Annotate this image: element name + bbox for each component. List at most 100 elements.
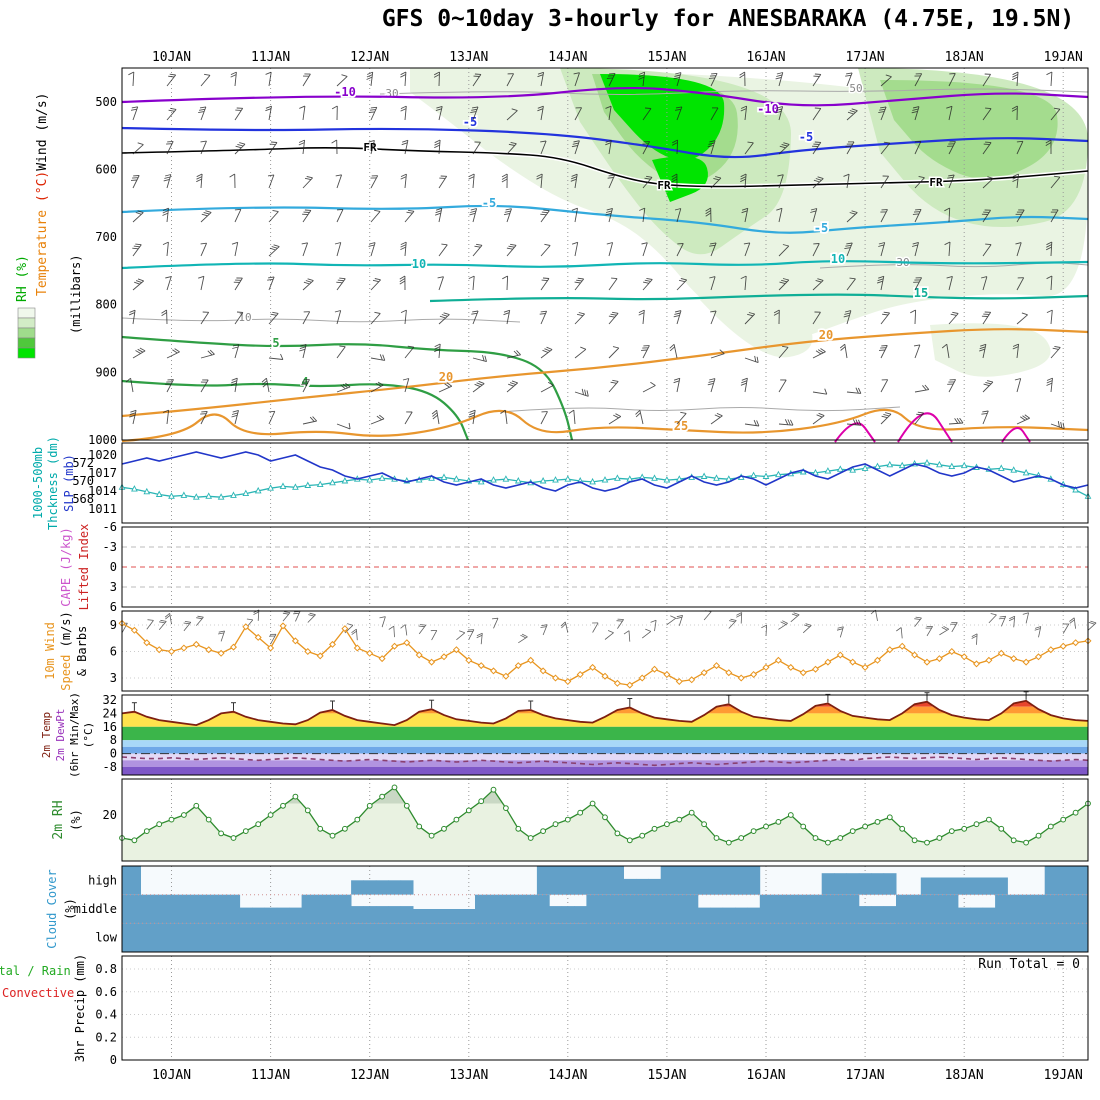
barb-tick <box>741 377 748 381</box>
day-label-bottom: 13JAN <box>449 1068 488 1083</box>
barb <box>608 381 619 393</box>
barb-tick <box>400 244 407 248</box>
barb-tick <box>400 74 407 78</box>
barb <box>200 75 211 87</box>
cloud-bar <box>549 866 563 895</box>
barb <box>592 622 599 633</box>
barb-tick <box>605 210 613 213</box>
wind-marker <box>836 651 844 659</box>
barb-tick <box>331 139 337 144</box>
barb <box>257 609 260 621</box>
thickness-marker <box>304 481 312 488</box>
wind-marker <box>452 646 460 654</box>
barb-tick <box>847 111 854 115</box>
cloud-bar <box>363 923 377 952</box>
barb-tick <box>836 628 843 631</box>
barb-tick <box>474 245 481 248</box>
cloud-bar <box>858 923 872 952</box>
barb-tick <box>434 346 441 350</box>
temp-contour-label: -10 <box>334 85 356 99</box>
thickness-marker <box>292 483 299 490</box>
barb-tick <box>342 383 348 389</box>
wind-marker <box>638 674 646 682</box>
barb <box>132 71 135 87</box>
barb-tick <box>820 348 826 353</box>
barb-tick <box>399 280 406 285</box>
rh-marker <box>775 819 782 825</box>
barb-tick <box>441 314 448 317</box>
wind-marker <box>229 643 238 651</box>
cloud-bar <box>920 877 934 895</box>
cloud-bar <box>1007 923 1021 952</box>
barb-tick <box>644 107 652 109</box>
barb <box>370 242 376 257</box>
barb-tick <box>676 616 683 619</box>
temp-contour <box>121 86 1089 107</box>
cloud-bar <box>586 866 600 895</box>
barb-tick <box>740 178 746 183</box>
barb-tick <box>571 176 577 180</box>
wind-marker <box>985 656 993 664</box>
rh-marker <box>948 828 955 834</box>
wind-marker <box>328 640 337 648</box>
cloud-bar <box>363 880 377 895</box>
day-label-top: 17JAN <box>846 50 885 65</box>
cloud-bar <box>214 894 228 924</box>
barb-tick <box>671 142 678 146</box>
barb-tick <box>843 173 850 177</box>
barb <box>976 633 978 645</box>
barb <box>268 211 279 223</box>
barb-tick <box>1046 244 1052 248</box>
barb-tick <box>547 381 554 386</box>
barb-tick <box>1060 421 1063 428</box>
cloud-bar <box>1032 923 1046 952</box>
cloud-bar <box>375 923 389 952</box>
barb <box>875 610 878 621</box>
barb-tick <box>916 413 923 416</box>
barb-tick <box>198 275 205 279</box>
barb <box>169 613 172 625</box>
barb <box>744 142 754 155</box>
barb-tick <box>510 141 517 145</box>
barb <box>166 242 169 257</box>
wind-barbs-group <box>125 71 1065 430</box>
barb <box>336 76 348 87</box>
ylabel-cape: CAPE (J/kg) <box>59 527 73 606</box>
cloud-bar <box>413 923 426 952</box>
barb <box>200 411 208 425</box>
day-label-bottom: 19JAN <box>1044 1068 1083 1083</box>
cloud-bar <box>351 880 364 895</box>
barb <box>166 276 172 291</box>
barb-tick <box>941 627 948 631</box>
barb-tick <box>272 209 279 213</box>
barb-tick <box>999 615 1006 618</box>
rh-marker <box>168 816 175 823</box>
barb <box>574 313 585 325</box>
rh-area <box>122 787 1088 861</box>
rh-marker <box>255 821 262 828</box>
barb-tick <box>739 74 745 79</box>
cloud-bar <box>1069 894 1083 924</box>
barb-tick <box>231 377 238 381</box>
tick-precip: 0 <box>110 1053 117 1067</box>
cloud-bar <box>673 894 686 924</box>
barb-tick <box>501 176 508 180</box>
cloud-bar <box>636 923 649 952</box>
barb-tick <box>336 208 344 211</box>
barb-tick <box>198 111 205 114</box>
cloud-bar <box>945 923 959 952</box>
barb <box>778 379 787 393</box>
barb-tick <box>1022 612 1029 615</box>
barb-tick <box>878 111 885 114</box>
barb <box>573 410 576 425</box>
cloud-bar <box>487 894 501 924</box>
wind-marker <box>1072 639 1080 647</box>
barb <box>540 106 544 121</box>
barb-tick <box>516 350 521 356</box>
barb-tick <box>818 412 825 417</box>
cloud-bar <box>499 923 513 952</box>
barb <box>268 411 276 425</box>
wind-marker <box>725 669 733 677</box>
label-part: (m/s) <box>59 611 73 647</box>
barb-tick <box>231 241 238 245</box>
